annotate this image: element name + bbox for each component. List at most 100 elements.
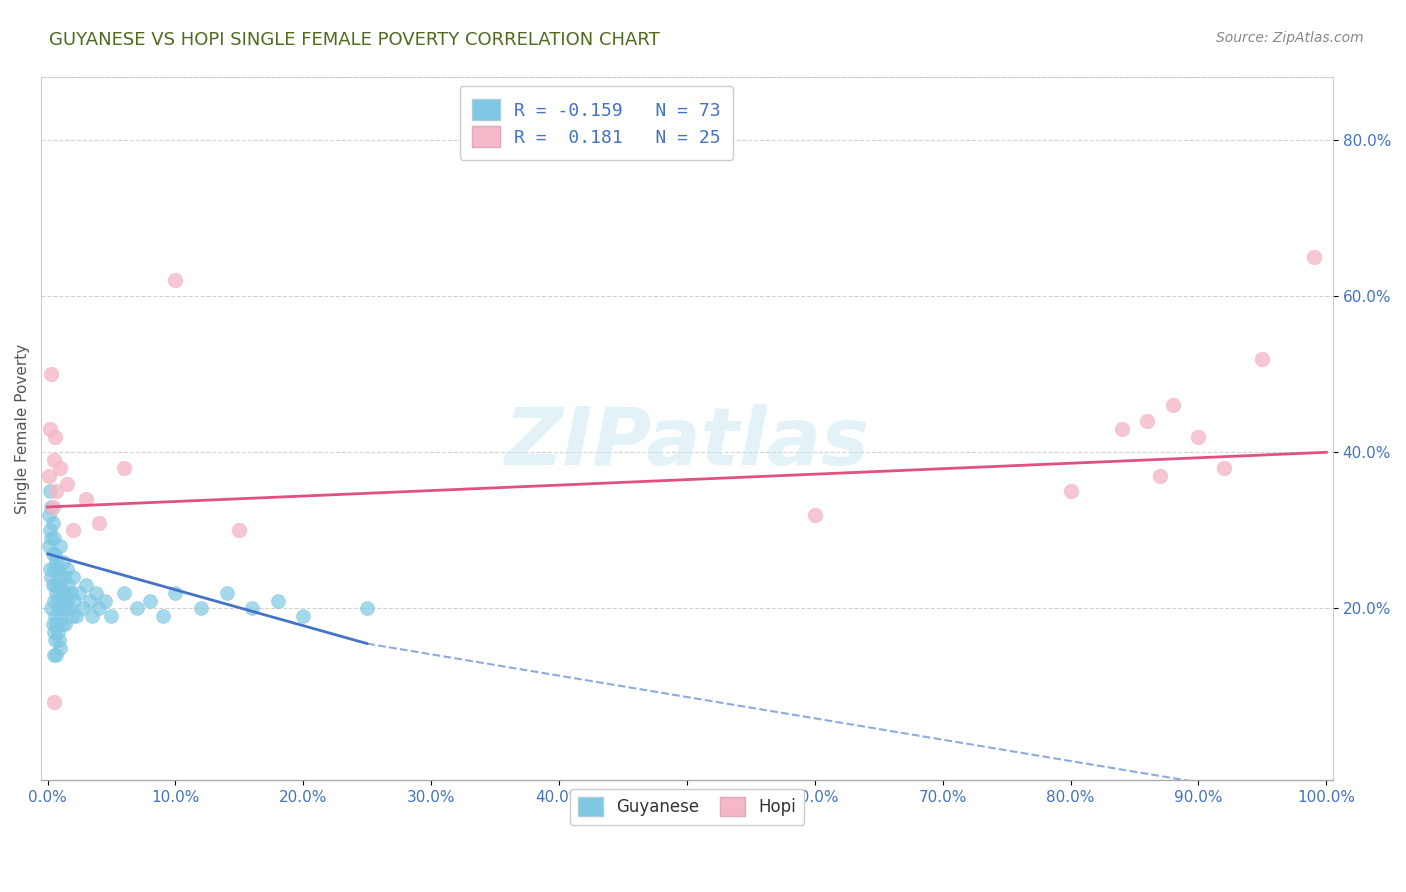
- Point: [58, 601, 80, 615]
- Point: [38, 508, 60, 522]
- Point: [125, 601, 148, 615]
- Point: [46, 624, 69, 639]
- Point: [69, 586, 91, 600]
- Point: [45, 555, 67, 569]
- Point: [1302, 250, 1324, 264]
- Point: [45, 586, 67, 600]
- Point: [60, 609, 83, 624]
- Point: [59, 586, 82, 600]
- Point: [228, 524, 250, 538]
- Point: [45, 484, 67, 499]
- Point: [41, 547, 63, 561]
- Point: [44, 578, 66, 592]
- Point: [52, 593, 75, 607]
- Point: [79, 593, 101, 607]
- Point: [49, 640, 72, 655]
- Point: [46, 593, 69, 607]
- Point: [65, 609, 87, 624]
- Point: [48, 601, 70, 615]
- Point: [356, 601, 378, 615]
- Point: [94, 593, 117, 607]
- Point: [152, 609, 174, 624]
- Point: [38, 468, 60, 483]
- Point: [39, 562, 62, 576]
- Point: [804, 508, 827, 522]
- Point: [41, 570, 63, 584]
- Point: [87, 516, 110, 530]
- Point: [39, 422, 62, 436]
- Point: [52, 555, 75, 569]
- Point: [48, 570, 70, 584]
- Point: [55, 562, 77, 576]
- Point: [1136, 414, 1159, 428]
- Legend: Guyanese, Hopi: Guyanese, Hopi: [569, 789, 804, 825]
- Point: [1149, 468, 1171, 483]
- Point: [44, 547, 66, 561]
- Point: [139, 593, 162, 607]
- Point: [42, 531, 65, 545]
- Point: [49, 578, 72, 592]
- Point: [55, 476, 77, 491]
- Point: [42, 453, 65, 467]
- Point: [41, 601, 63, 615]
- Text: Source: ZipAtlas.com: Source: ZipAtlas.com: [1216, 31, 1364, 45]
- Point: [55, 586, 77, 600]
- Point: [1251, 351, 1274, 366]
- Point: [240, 601, 263, 615]
- Point: [41, 500, 63, 514]
- Point: [42, 695, 65, 709]
- Point: [49, 609, 72, 624]
- Point: [42, 593, 65, 607]
- Text: ZIPatlas: ZIPatlas: [505, 404, 869, 482]
- Point: [1161, 399, 1184, 413]
- Point: [1111, 422, 1133, 436]
- Point: [100, 609, 122, 624]
- Point: [39, 484, 62, 499]
- Point: [44, 430, 66, 444]
- Point: [42, 562, 65, 576]
- Point: [1187, 430, 1209, 444]
- Point: [75, 578, 97, 592]
- Point: [87, 601, 110, 615]
- Point: [42, 648, 65, 663]
- Point: [63, 593, 86, 607]
- Text: GUYANESE VS HOPI SINGLE FEMALE POVERTY CORRELATION CHART: GUYANESE VS HOPI SINGLE FEMALE POVERTY C…: [49, 31, 659, 49]
- Point: [38, 539, 60, 553]
- Point: [49, 539, 72, 553]
- Point: [45, 617, 67, 632]
- Point: [55, 617, 77, 632]
- Point: [84, 586, 107, 600]
- Point: [46, 562, 69, 576]
- Point: [41, 531, 63, 545]
- Y-axis label: Single Female Poverty: Single Female Poverty: [15, 343, 30, 514]
- Point: [42, 624, 65, 639]
- Point: [49, 461, 72, 475]
- Point: [190, 601, 212, 615]
- Point: [44, 632, 66, 647]
- Point: [51, 586, 73, 600]
- Point: [41, 516, 63, 530]
- Point: [165, 273, 187, 287]
- Point: [82, 609, 104, 624]
- Point: [62, 524, 84, 538]
- Point: [55, 593, 77, 607]
- Point: [41, 368, 63, 382]
- Point: [41, 500, 63, 514]
- Point: [267, 593, 290, 607]
- Point: [292, 609, 315, 624]
- Point: [44, 609, 66, 624]
- Point: [215, 586, 238, 600]
- Point: [112, 586, 135, 600]
- Point: [1059, 484, 1081, 499]
- Point: [45, 648, 67, 663]
- Point: [62, 570, 84, 584]
- Point: [51, 617, 73, 632]
- Point: [41, 617, 63, 632]
- Point: [48, 632, 70, 647]
- Point: [72, 601, 94, 615]
- Point: [39, 524, 62, 538]
- Point: [112, 461, 135, 475]
- Point: [53, 570, 76, 584]
- Point: [56, 578, 79, 592]
- Point: [165, 586, 187, 600]
